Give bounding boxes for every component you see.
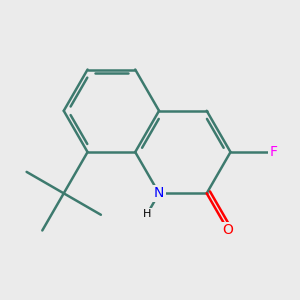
Text: H: H: [143, 209, 151, 219]
Text: N: N: [154, 186, 164, 200]
Text: O: O: [223, 224, 234, 238]
Text: F: F: [269, 145, 278, 159]
